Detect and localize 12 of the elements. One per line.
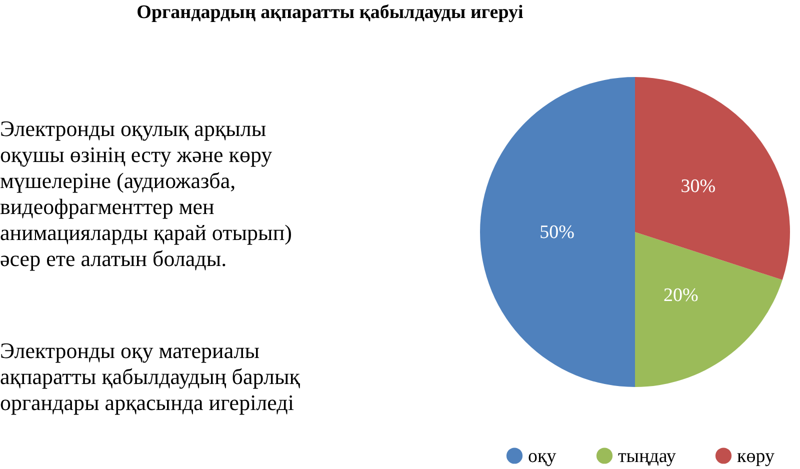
legend-label: оқу	[528, 446, 557, 467]
legend-label: көру	[737, 446, 775, 467]
pie-slice	[635, 232, 782, 387]
data-label: 50%	[540, 222, 575, 243]
pie-slice	[480, 77, 635, 387]
pie-slice	[635, 77, 790, 280]
chart-title: Органдардың ақпаратты қабылдауды игеруі	[136, 2, 524, 24]
text: Электронды оқу материалы ақпаратты қабылдаудың барлық органдары арқасында игеріледі	[0, 338, 300, 416]
data-label: 20%	[663, 285, 698, 306]
text: Электронды оқулық арқылы оқушы өзінің есту және көру мүшелеріне (аудиожазба, видеофрагменттер мен анимацияларды қарай отырып) әсер ете алатын болады.	[0, 116, 292, 272]
legend-label: тыңдау	[618, 446, 676, 467]
data-label: 30%	[680, 176, 716, 198]
